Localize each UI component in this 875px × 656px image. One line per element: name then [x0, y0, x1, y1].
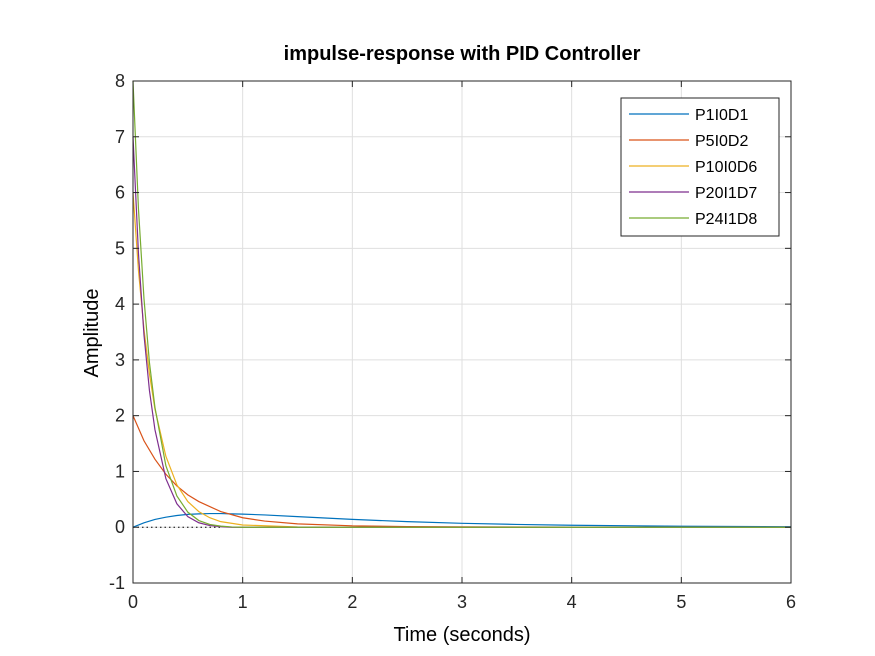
legend-box	[620, 97, 780, 237]
legend-label: P10I0D6	[695, 159, 757, 176]
series-line-P24I1D8	[132, 80, 791, 528]
legend-label: P20I1D7	[695, 185, 757, 202]
x-tick-label: 1	[238, 592, 248, 612]
y-tick-label: 1	[115, 461, 125, 481]
y-tick-label: 3	[115, 350, 125, 370]
x-tick-label: 2	[347, 592, 357, 612]
x-tick-label: 0	[128, 592, 138, 612]
y-tick-label: 0	[115, 517, 125, 537]
x-tick-label: 5	[676, 592, 686, 612]
y-tick-label: 4	[115, 294, 125, 314]
x-axis-label: Time (seconds)	[393, 624, 530, 646]
y-axis-label: Amplitude	[81, 289, 103, 378]
chart-title: impulse-response with PID Controller	[284, 43, 641, 65]
x-tick-label: 3	[457, 592, 467, 612]
legend-label: P5I0D2	[695, 133, 748, 150]
y-tick-label: 5	[115, 238, 125, 258]
series-line-P1I0D1	[132, 512, 792, 528]
x-tick-label: 4	[567, 592, 577, 612]
y-tick-label: 7	[115, 127, 125, 147]
y-tick-label: -1	[109, 573, 125, 593]
legend: P1I0D1 P5I0D2 P10I0D6 P20I1D7 P24I1D8	[620, 97, 780, 237]
x-tick-label: 6	[786, 592, 796, 612]
series-lines	[132, 80, 792, 528]
legend-label: P1I0D1	[695, 107, 748, 124]
legend-label: P24I1D8	[695, 211, 757, 228]
y-tick-label: 8	[115, 71, 125, 91]
y-tick-label: 6	[115, 183, 125, 203]
y-tick-label: 2	[115, 406, 125, 426]
